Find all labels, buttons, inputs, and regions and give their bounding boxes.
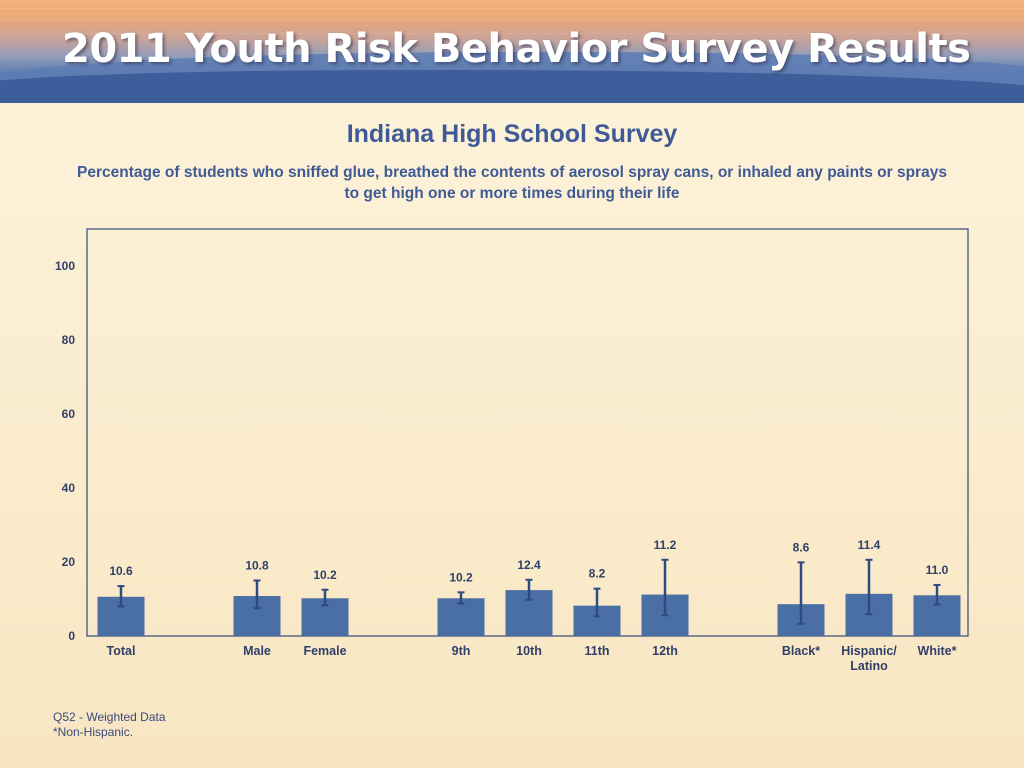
y-tick-label: 20	[62, 555, 76, 569]
x-tick-label: 9th	[452, 644, 471, 658]
data-label: 8.6	[793, 540, 810, 554]
footnote-nonhispanic: *Non-Hispanic.	[53, 725, 134, 739]
y-tick-label: 100	[55, 259, 75, 273]
chart-title: Indiana High School Survey	[346, 120, 678, 148]
x-tick-label: 12th	[652, 644, 678, 658]
x-tick-label: Latino	[850, 659, 888, 673]
data-label: 8.2	[589, 567, 606, 581]
header-banner: 2011 Youth Risk Behavior Survey Results	[0, 0, 1024, 103]
x-tick-label: Total	[107, 644, 136, 658]
banner-title: 2011 Youth Risk Behavior Survey Results	[62, 26, 971, 72]
plot-frame	[86, 228, 969, 637]
footnote-weighted: Q52 - Weighted Data	[53, 710, 166, 724]
y-tick-label: 60	[62, 407, 76, 421]
x-tick-label: Male	[243, 644, 271, 658]
data-label: 11.4	[858, 538, 881, 552]
data-label: 12.4	[517, 558, 541, 572]
x-tick-label: 11th	[584, 644, 609, 658]
x-tick-label: Black*	[782, 644, 820, 658]
data-label: 10.2	[313, 568, 337, 582]
bar	[437, 598, 485, 636]
x-tick-label: Hispanic/	[841, 644, 897, 658]
data-label: 11.2	[654, 538, 677, 552]
x-tick-label: 10th	[516, 644, 542, 658]
y-tick-label: 80	[62, 333, 76, 347]
y-tick-label: 40	[62, 481, 76, 495]
x-tick-label: White*	[918, 644, 957, 658]
x-tick-label: Female	[303, 644, 346, 658]
data-label: 10.8	[245, 559, 269, 573]
data-label: 10.2	[449, 570, 473, 584]
y-tick-label: 0	[68, 629, 75, 643]
data-label: 11.0	[926, 563, 949, 577]
data-label: 10.6	[109, 564, 133, 578]
chart-subtitle: Percentage of students who sniffed glue,…	[77, 164, 947, 202]
